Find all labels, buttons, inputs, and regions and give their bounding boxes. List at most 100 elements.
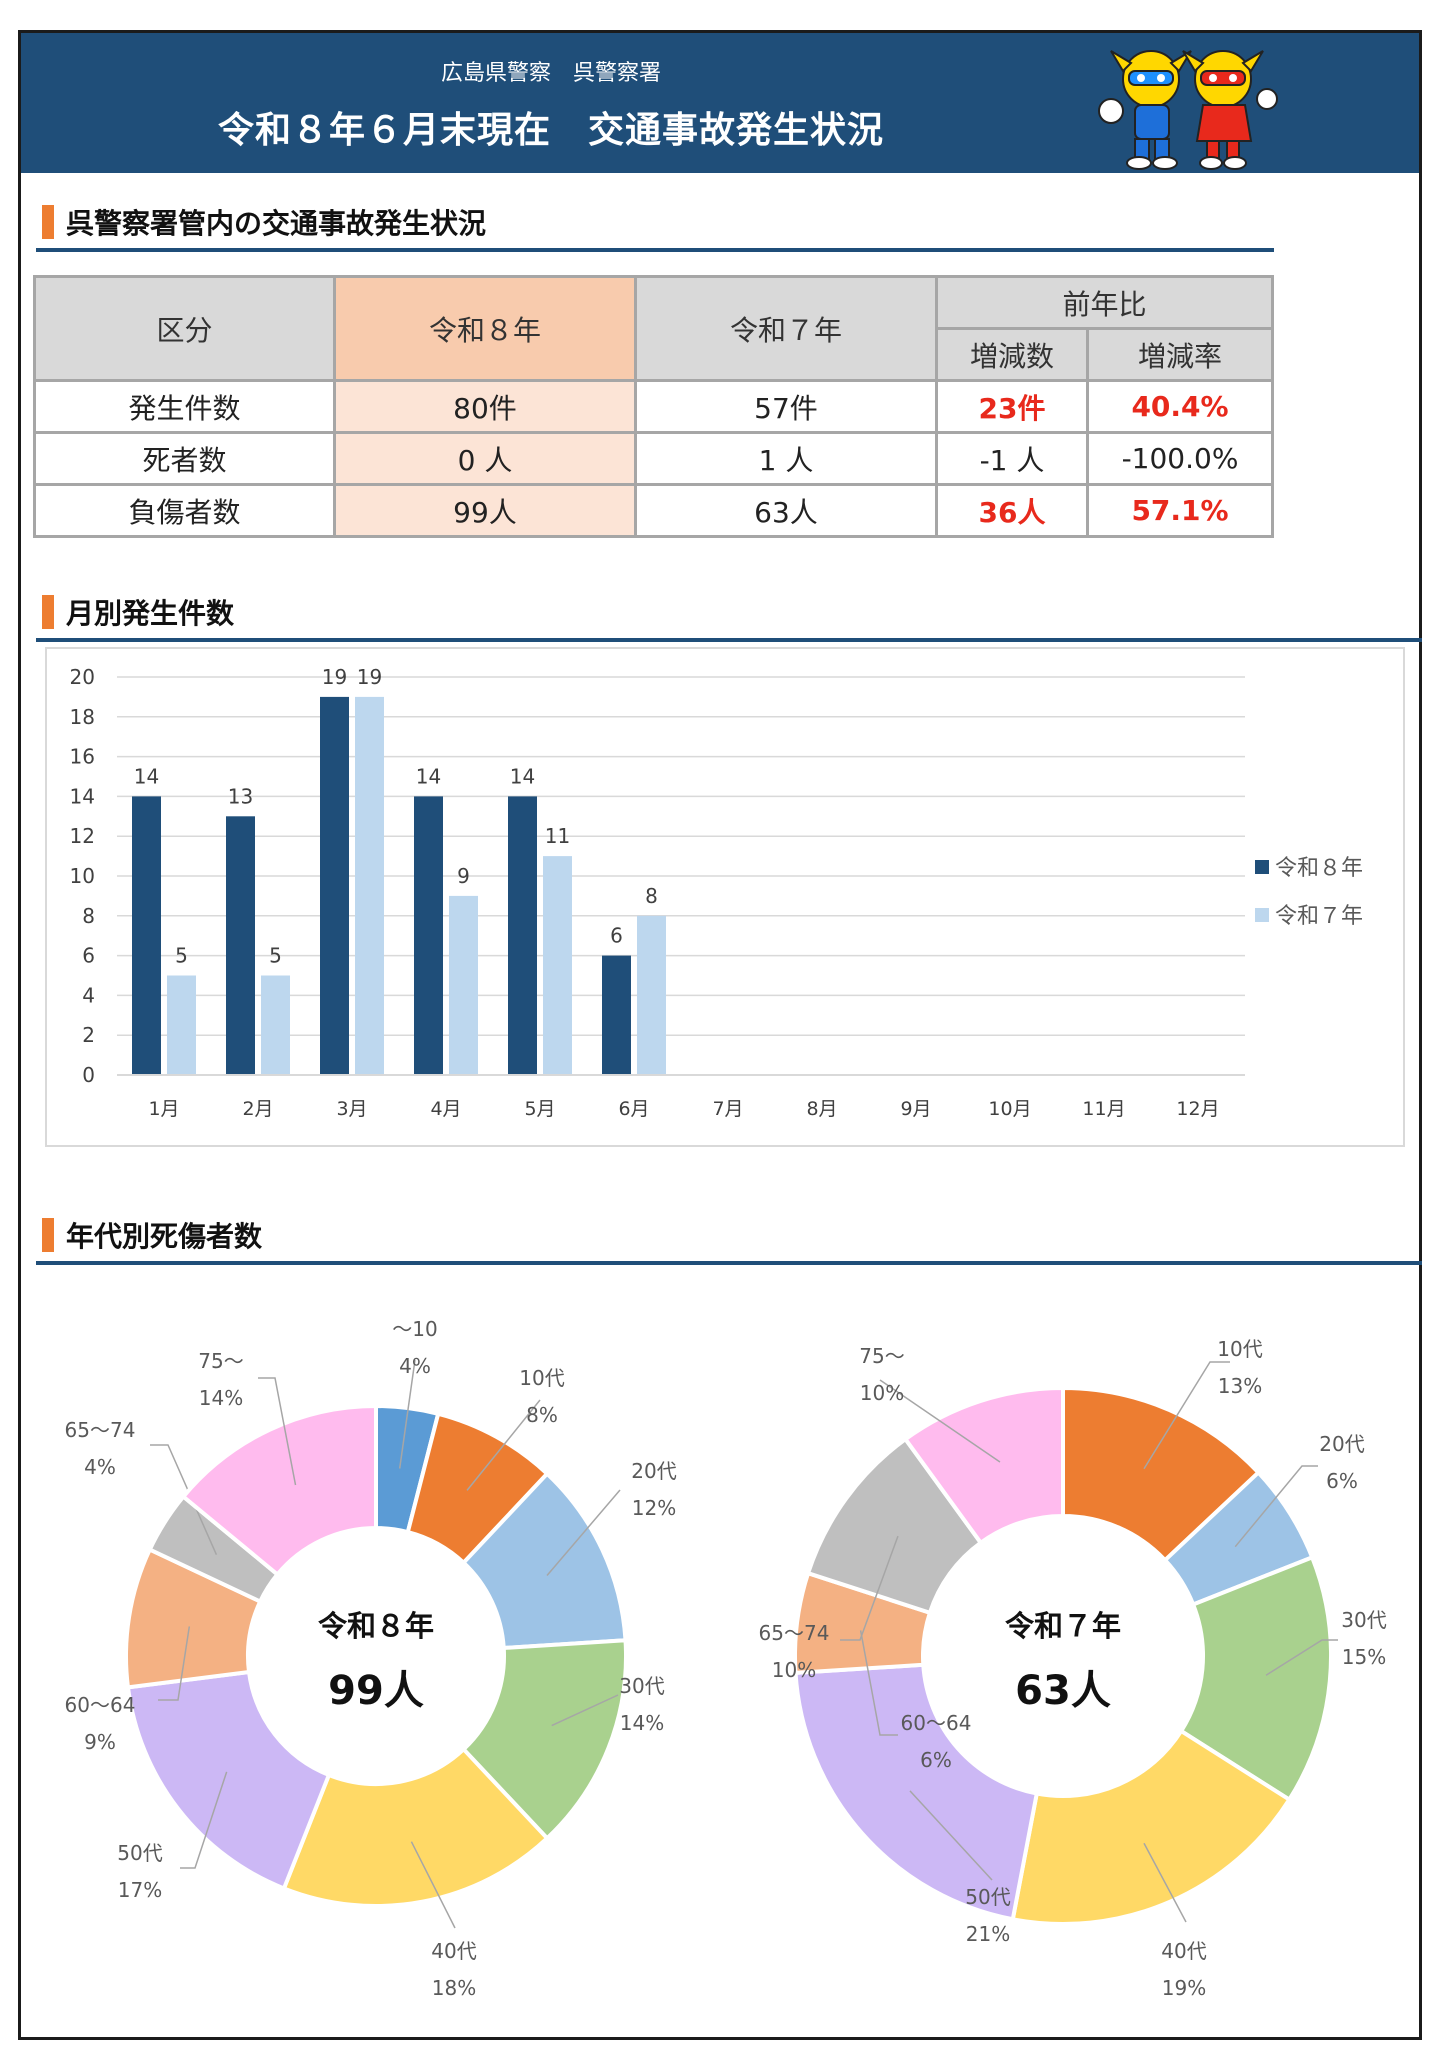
section-monthly-label: 月別発生件数 <box>66 597 235 630</box>
summary-subheader-row: 増減数 増減率 <box>35 327 1275 382</box>
slice-label: 20代 <box>1319 1432 1364 1456</box>
leader-line <box>466 1399 541 1491</box>
slice-label: 40代 <box>1161 1939 1206 1963</box>
donut-center-title: 令和７年 <box>1005 1609 1121 1643</box>
section-age-rule <box>36 1261 1422 1265</box>
y-tick-label: 16 <box>70 745 95 769</box>
x-tick-label: 8月 <box>806 1098 837 1120</box>
y-tick-label: 6 <box>82 944 95 968</box>
section-marker-icon <box>42 1218 54 1252</box>
slice-label: 20代 <box>631 1459 676 1483</box>
donut-slice <box>1178 1554 1333 1803</box>
bar-previous <box>449 895 478 1075</box>
x-tick-label: 11月 <box>1082 1098 1125 1120</box>
slice-percent: 19% <box>1162 1976 1206 2000</box>
x-tick-label: 9月 <box>900 1098 931 1120</box>
row-change: 36人 <box>935 483 1089 538</box>
leader-line <box>909 1790 993 1881</box>
donut-slice <box>902 1385 1065 1546</box>
section-summary-heading: 呉警察署管内の交通事故発生状況 <box>42 202 486 242</box>
summary-header-row: 区分 令和８年 令和７年 前年比 <box>33 275 1275 382</box>
y-tick-label: 14 <box>70 784 95 808</box>
legend-swatch <box>1255 860 1269 874</box>
leader-line <box>258 1377 297 1486</box>
x-tick-label: 3月 <box>336 1098 367 1120</box>
slice-percent: 9% <box>84 1730 116 1754</box>
donut-slice <box>180 1403 378 1578</box>
section-monthly-heading: 月別発生件数 <box>42 592 234 632</box>
page-header: 広島県警察 呉警察署 令和８年６月末現在 交通事故発生状況 <box>21 33 1419 173</box>
x-tick-label: 12月 <box>1176 1098 1219 1120</box>
table-row: 負傷者数 99人 63人 36人 57.1% <box>33 483 1275 538</box>
bar-data-label: 14 <box>134 764 159 788</box>
leader-line <box>1234 1465 1318 1548</box>
slice-percent: 4% <box>84 1455 116 1479</box>
slice-percent: 13% <box>1218 1374 1262 1398</box>
slice-percent: 10% <box>772 1658 816 1682</box>
slice-percent: 14% <box>199 1386 243 1410</box>
bar-current <box>602 955 631 1075</box>
y-tick-label: 8 <box>82 904 95 928</box>
row-label: 発生件数 <box>33 379 336 434</box>
page-frame <box>18 30 1422 2040</box>
bar-previous <box>543 856 572 1075</box>
slice-label: 75～ <box>198 1349 243 1373</box>
bar-previous <box>355 696 384 1075</box>
y-tick-label: 10 <box>70 864 95 888</box>
section-summary-label: 呉警察署管内の交通事故発生状況 <box>66 207 487 240</box>
y-tick-label: 0 <box>82 1063 95 1087</box>
slice-label: 10代 <box>1217 1337 1262 1361</box>
slice-percent: 6% <box>1326 1469 1358 1493</box>
slice-label: 10代 <box>519 1366 564 1390</box>
slice-percent: 18% <box>432 1976 476 2000</box>
y-tick-label: 2 <box>82 1023 95 1047</box>
donut-slice <box>1010 1728 1293 1926</box>
slice-label: 65～74 <box>65 1418 136 1442</box>
leader-line <box>410 1841 456 1929</box>
leader-line <box>158 1626 191 1701</box>
y-tick-label: 12 <box>70 824 95 848</box>
section-monthly-rule <box>36 638 1422 642</box>
header-comparison: 前年比 <box>934 275 1275 330</box>
donut-slice <box>281 1746 550 1908</box>
slice-percent: 17% <box>118 1878 162 1902</box>
slice-label: 60～64 <box>65 1693 136 1717</box>
row-change: 23件 <box>935 379 1089 434</box>
slice-label: 60～64 <box>901 1711 972 1735</box>
bar-data-label: 8 <box>645 884 658 908</box>
row-current: 99人 <box>333 483 637 538</box>
bar-previous <box>261 975 290 1075</box>
section-age-heading: 年代別死傷者数 <box>42 1215 262 1255</box>
row-previous: 63人 <box>634 483 938 538</box>
bar-data-label: 19 <box>322 665 347 689</box>
header-previous-year: 令和７年 <box>634 275 938 382</box>
legend-label: 令和７年 <box>1275 904 1363 929</box>
slice-percent: 10% <box>860 1381 904 1405</box>
bar-data-label: 5 <box>175 944 188 968</box>
header-change-count: 増減数 <box>935 327 1089 382</box>
slice-label: 75～ <box>859 1344 904 1368</box>
summary-table: 区分 令和８年 令和７年 前年比 増減数 増減率 発生件数 80件 57件 23… <box>33 275 1275 538</box>
bar-data-label: 9 <box>457 864 470 888</box>
bar-data-label: 19 <box>357 665 382 689</box>
slice-percent: 12% <box>632 1496 676 1520</box>
donut-center-value: 99人 <box>328 1668 424 1714</box>
bar-previous <box>637 915 666 1075</box>
row-previous: 1 人 <box>634 431 938 486</box>
donut-slice <box>125 1669 332 1892</box>
slice-label: 65～74 <box>759 1621 830 1645</box>
row-previous: 57件 <box>634 379 938 434</box>
slice-label: ～10 <box>392 1317 437 1341</box>
y-tick-label: 18 <box>70 705 95 729</box>
leader-line <box>1143 1842 1187 1923</box>
donut-slice <box>460 1638 628 1842</box>
y-tick-label: 20 <box>70 665 95 689</box>
leader-line <box>150 1444 218 1556</box>
bar-data-label: 5 <box>269 944 282 968</box>
leader-line <box>1143 1361 1230 1470</box>
bar-current <box>320 696 349 1075</box>
header-subtitle: 広島県警察 呉警察署 <box>440 61 661 86</box>
leader-line <box>551 1694 619 1727</box>
slice-percent: 15% <box>1342 1645 1386 1669</box>
bar-current <box>132 796 161 1075</box>
